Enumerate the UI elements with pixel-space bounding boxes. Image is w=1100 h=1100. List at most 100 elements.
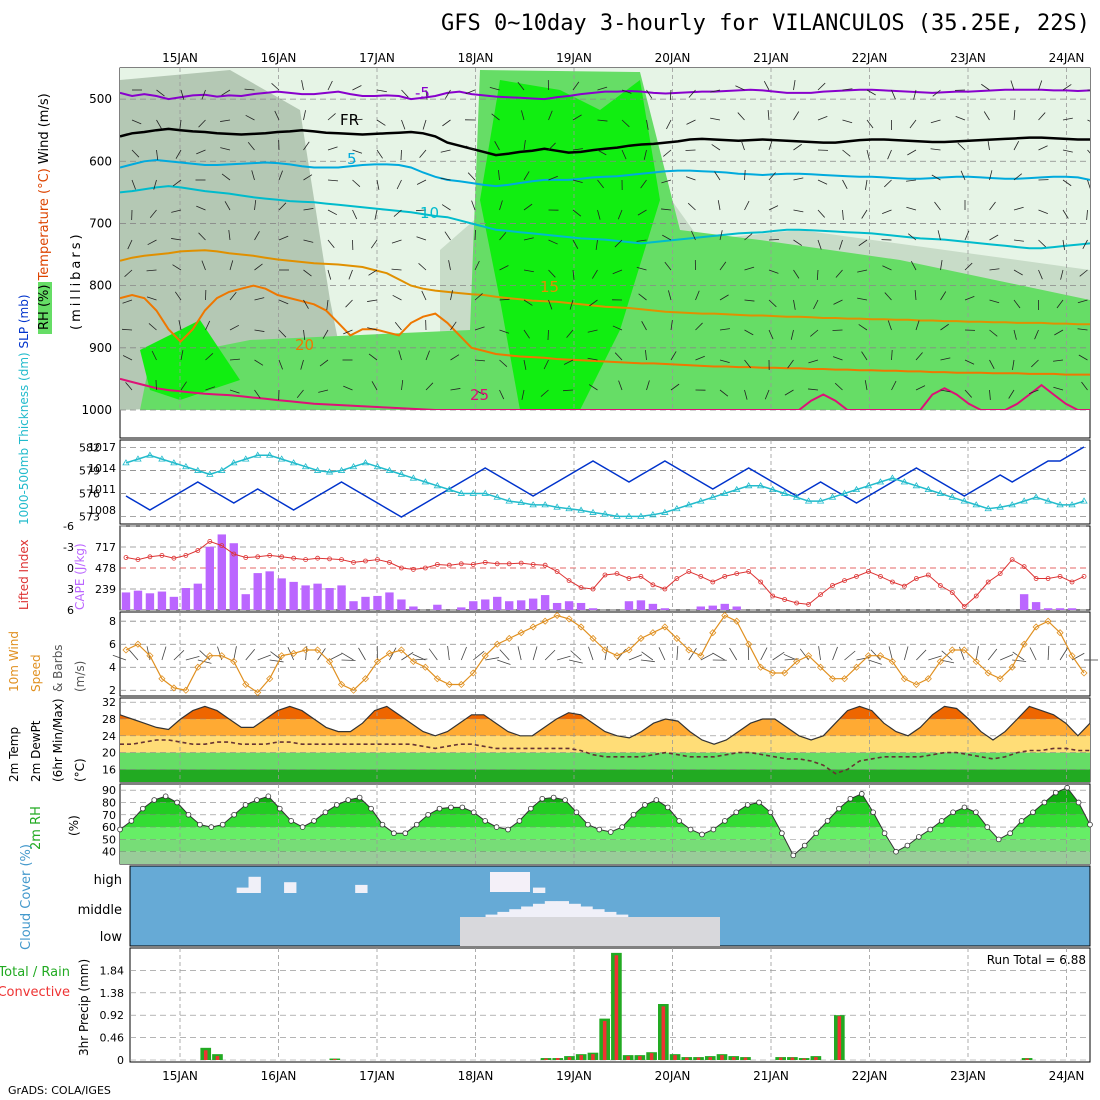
rh-point	[995, 836, 1002, 843]
isotherm-label: 25	[470, 386, 489, 404]
wind-barb	[618, 380, 623, 391]
wind-barb	[763, 80, 770, 91]
wind-barb	[719, 389, 729, 397]
wind-speed-point	[421, 663, 429, 671]
wind-barb	[1013, 239, 1024, 242]
wind-barb	[808, 388, 819, 391]
wind-barb	[989, 359, 995, 370]
wind-barb	[744, 200, 750, 211]
wind-barb	[817, 179, 828, 185]
thickness-point	[649, 511, 657, 518]
wind-barb	[148, 323, 157, 331]
lifted-index-point	[1009, 557, 1015, 562]
wind-barb-10m	[1000, 654, 1014, 661]
wind-barb	[787, 359, 794, 369]
wind-barb-10m	[485, 657, 500, 661]
wind-barb	[710, 89, 721, 93]
wind-barb	[1013, 329, 1017, 340]
thickness-line	[125, 454, 1085, 518]
wind-barb	[523, 299, 533, 306]
wind-barb	[1013, 269, 1023, 276]
lifted-index-point	[985, 579, 991, 585]
wind-speed-point	[553, 611, 561, 620]
precip-convective-bar	[661, 1006, 666, 1060]
wind-barb-10m	[517, 646, 522, 661]
isotherm-label: FR	[340, 111, 359, 129]
wind-barb	[592, 269, 598, 279]
wind-barb	[915, 352, 923, 361]
wind-barb-10m	[269, 659, 284, 663]
wind-barb	[171, 209, 182, 213]
wind-barb	[1062, 117, 1073, 121]
wind-speed-point	[230, 657, 238, 666]
cape-bar	[528, 598, 538, 610]
lifted-index-point	[554, 569, 560, 574]
cape-bar	[588, 608, 598, 610]
wind-barb	[523, 171, 530, 181]
lifted-index-point	[243, 555, 249, 560]
rh-point	[436, 805, 443, 812]
temp-tick-label: 16	[102, 763, 116, 776]
wind-barb	[419, 149, 427, 158]
ylabel-part: 1000-500mb Thickness (dm)	[17, 348, 31, 525]
lifted-index-point	[159, 553, 165, 558]
wind-barb	[124, 269, 133, 277]
wind-barb	[621, 89, 632, 94]
wind-barb	[278, 202, 287, 211]
lifted-index-point	[901, 583, 907, 589]
lifted-index-point	[434, 562, 440, 567]
wind-speed-point	[876, 652, 884, 660]
wind-speed-point	[1080, 669, 1088, 677]
li-tick-label: 3	[67, 583, 74, 596]
cape-bar	[433, 604, 442, 610]
lifted-index-point	[422, 565, 428, 571]
precip-tick-label: 0	[117, 1054, 124, 1067]
wind-barb	[220, 147, 231, 151]
date-label-bottom: 18JAN	[458, 1069, 494, 1083]
wind-barb-10m	[257, 654, 271, 661]
wind-speed-point	[924, 675, 932, 683]
wind-barb	[842, 119, 853, 124]
wind-speed-point	[793, 657, 801, 666]
wind-barb	[229, 389, 240, 394]
wind-barb	[744, 169, 746, 181]
wind-barb-10m	[447, 646, 450, 661]
wind-barb	[146, 296, 157, 301]
wind-speed-point	[122, 646, 130, 654]
cape-bar	[732, 606, 741, 610]
thickness-point	[529, 501, 537, 508]
wind-speed-point	[733, 617, 741, 625]
wind-barb-10m	[473, 650, 485, 661]
rh-point	[413, 821, 420, 828]
wind-barb	[494, 141, 500, 151]
rh-point	[733, 809, 740, 816]
wind-barb-10m	[628, 654, 643, 661]
cape-bar	[145, 593, 155, 610]
thickness-point	[182, 462, 190, 470]
thickness-point	[601, 510, 609, 517]
wind-barb	[450, 290, 453, 301]
wind-barb	[614, 239, 623, 248]
wind-barb	[930, 119, 941, 124]
precip-convective-bar	[215, 1056, 220, 1060]
wind-barb-10m	[799, 648, 809, 661]
thickness-point	[864, 482, 873, 489]
wind-speed-point	[541, 617, 549, 625]
thickness-point	[254, 451, 262, 458]
cape-bar	[481, 599, 490, 610]
lifted-index-point	[925, 572, 931, 578]
cloud-fill-high	[248, 876, 261, 893]
wind-speed-point	[816, 663, 825, 671]
wind-barb-10m	[358, 647, 366, 661]
rh-point	[1007, 830, 1013, 837]
wind-barb	[817, 209, 825, 218]
thickness-point	[792, 493, 801, 500]
wind-barb	[842, 88, 853, 91]
wind-barb	[254, 200, 257, 211]
wind-barb	[348, 269, 353, 280]
wind-barb	[717, 200, 721, 211]
date-label-top: 21JAN	[753, 51, 789, 65]
wind-barb	[1060, 269, 1064, 280]
temp-band	[120, 769, 1090, 782]
rh2m-ylabel: 2m RH	[29, 806, 44, 850]
